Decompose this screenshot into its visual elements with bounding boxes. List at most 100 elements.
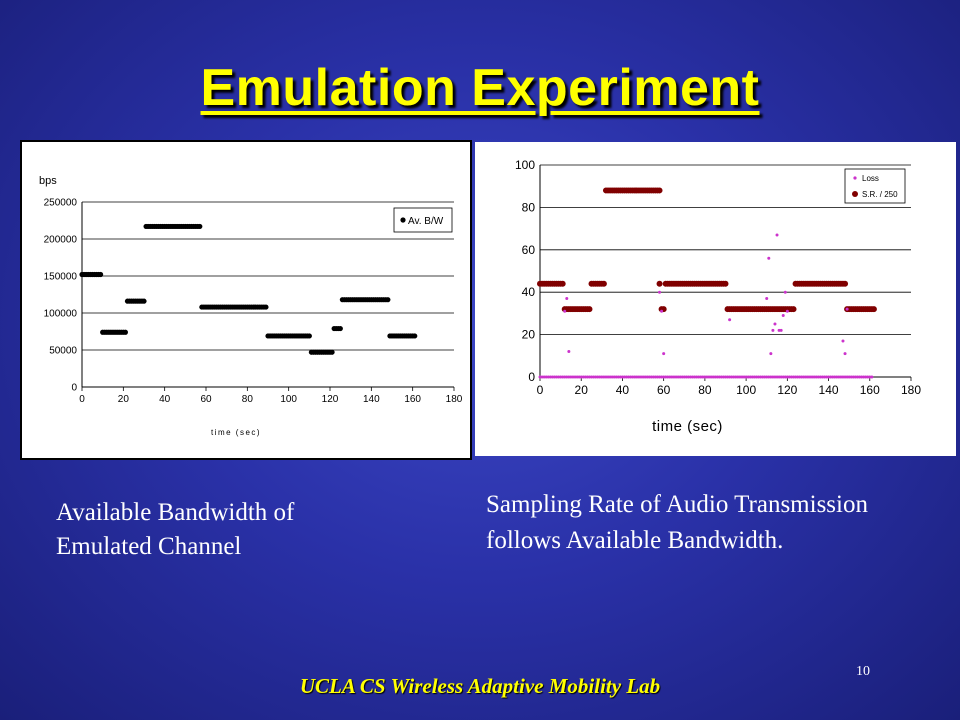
loss-point <box>546 375 550 379</box>
loss-point <box>853 375 857 379</box>
loss-point <box>658 290 662 294</box>
loss-point <box>635 375 639 379</box>
sampling-rate-point <box>586 306 593 313</box>
y-tick-label: 0 <box>71 382 77 393</box>
loss-point <box>686 375 690 379</box>
y-tick-label: 20 <box>522 328 536 342</box>
loss-point <box>820 375 824 379</box>
bandwidth-point <box>263 304 269 310</box>
y-tick-label: 150000 <box>44 271 78 282</box>
loss-point <box>818 375 822 379</box>
loss-point <box>740 375 744 379</box>
loss-point <box>781 314 785 318</box>
loss-point <box>641 375 645 379</box>
sampling-rate-point <box>559 280 566 287</box>
loss-point <box>800 375 804 379</box>
y-axis-label: bps <box>39 175 57 187</box>
x-tick-label: 180 <box>901 383 921 397</box>
sampling-rate-point <box>842 280 849 287</box>
caption-sampling-rate: Sampling Rate of Audio Transmission foll… <box>486 491 868 554</box>
loss-point <box>827 375 831 379</box>
loss-point <box>590 375 594 379</box>
loss-point <box>565 375 569 379</box>
loss-point <box>775 375 779 379</box>
y-tick-label: 100 <box>515 158 535 172</box>
legend-label-sampling-rate: S.R. / 250 <box>862 190 898 199</box>
loss-point <box>697 375 701 379</box>
loss-point <box>763 375 767 379</box>
loss-point <box>592 375 596 379</box>
loss-point <box>662 352 666 356</box>
loss-point <box>573 375 577 379</box>
loss-point <box>633 375 637 379</box>
sampling-rate-point <box>600 280 607 287</box>
slide-title: Emulation Experiment <box>200 59 760 117</box>
loss-point <box>816 375 820 379</box>
loss-point <box>824 375 828 379</box>
bandwidth-chart-panel: 0 50000 100000 150000 200000 250000 0 20 40 60 80 1… <box>20 140 472 460</box>
loss-point <box>655 375 659 379</box>
loss-point <box>678 375 682 379</box>
sampling-rate-point <box>656 280 663 287</box>
loss-point <box>612 375 616 379</box>
loss-point <box>643 375 647 379</box>
loss-point <box>837 375 841 379</box>
loss-point <box>847 375 851 379</box>
legend-box <box>844 168 906 204</box>
x-tick-label: 80 <box>242 394 254 405</box>
loss-point <box>748 375 752 379</box>
loss-point <box>651 375 655 379</box>
loss-point <box>639 375 643 379</box>
sampling-rate-chart: 0 20 40 60 80 100 0 20 40 60 80 100 120 140 160 180 time… <box>515 158 921 435</box>
loss-point <box>785 309 789 313</box>
loss-point <box>571 375 575 379</box>
loss-point <box>804 375 808 379</box>
loss-point <box>841 375 845 379</box>
sampling-rate-point <box>656 187 663 194</box>
loss-point <box>585 375 589 379</box>
x-tick-label: 20 <box>118 394 130 405</box>
loss-point <box>625 375 629 379</box>
loss-point <box>554 375 558 379</box>
loss-point <box>709 375 713 379</box>
loss-point <box>691 375 695 379</box>
loss-point <box>627 375 631 379</box>
x-tick-label: 160 <box>404 394 421 405</box>
x-tick-label: 100 <box>736 383 756 397</box>
loss-point <box>616 375 620 379</box>
loss-point <box>629 375 633 379</box>
loss-point <box>561 375 565 379</box>
loss-point <box>614 375 618 379</box>
loss-point <box>557 375 561 379</box>
loss-point <box>783 290 787 294</box>
loss-point <box>618 375 622 379</box>
bandwidth-point <box>306 333 312 339</box>
loss-point <box>864 375 868 379</box>
loss-point <box>806 375 810 379</box>
loss-point <box>855 375 859 379</box>
x-tick-label: 60 <box>657 383 671 397</box>
loss-point <box>822 375 826 379</box>
loss-point <box>567 350 571 354</box>
loss-point <box>866 375 870 379</box>
bandwidth-point <box>98 271 104 278</box>
loss-point <box>839 375 843 379</box>
loss-point <box>794 375 798 379</box>
loss-point <box>849 375 853 379</box>
loss-point <box>773 322 777 326</box>
loss-point <box>779 375 783 379</box>
loss-point <box>637 375 641 379</box>
x-tick-label: 0 <box>79 394 85 405</box>
loss-point <box>870 375 874 379</box>
loss-point <box>538 375 542 379</box>
loss-point <box>660 375 664 379</box>
loss-point <box>810 375 814 379</box>
loss-point <box>808 375 812 379</box>
loss-point <box>769 375 773 379</box>
loss-point <box>845 375 849 379</box>
loss-point <box>711 375 715 379</box>
loss-point <box>608 375 612 379</box>
bandwidth-chart: 0 50000 100000 150000 200000 250000 0 20 40 60 80 1… <box>39 175 463 437</box>
loss-point <box>829 375 833 379</box>
loss-point <box>759 375 763 379</box>
